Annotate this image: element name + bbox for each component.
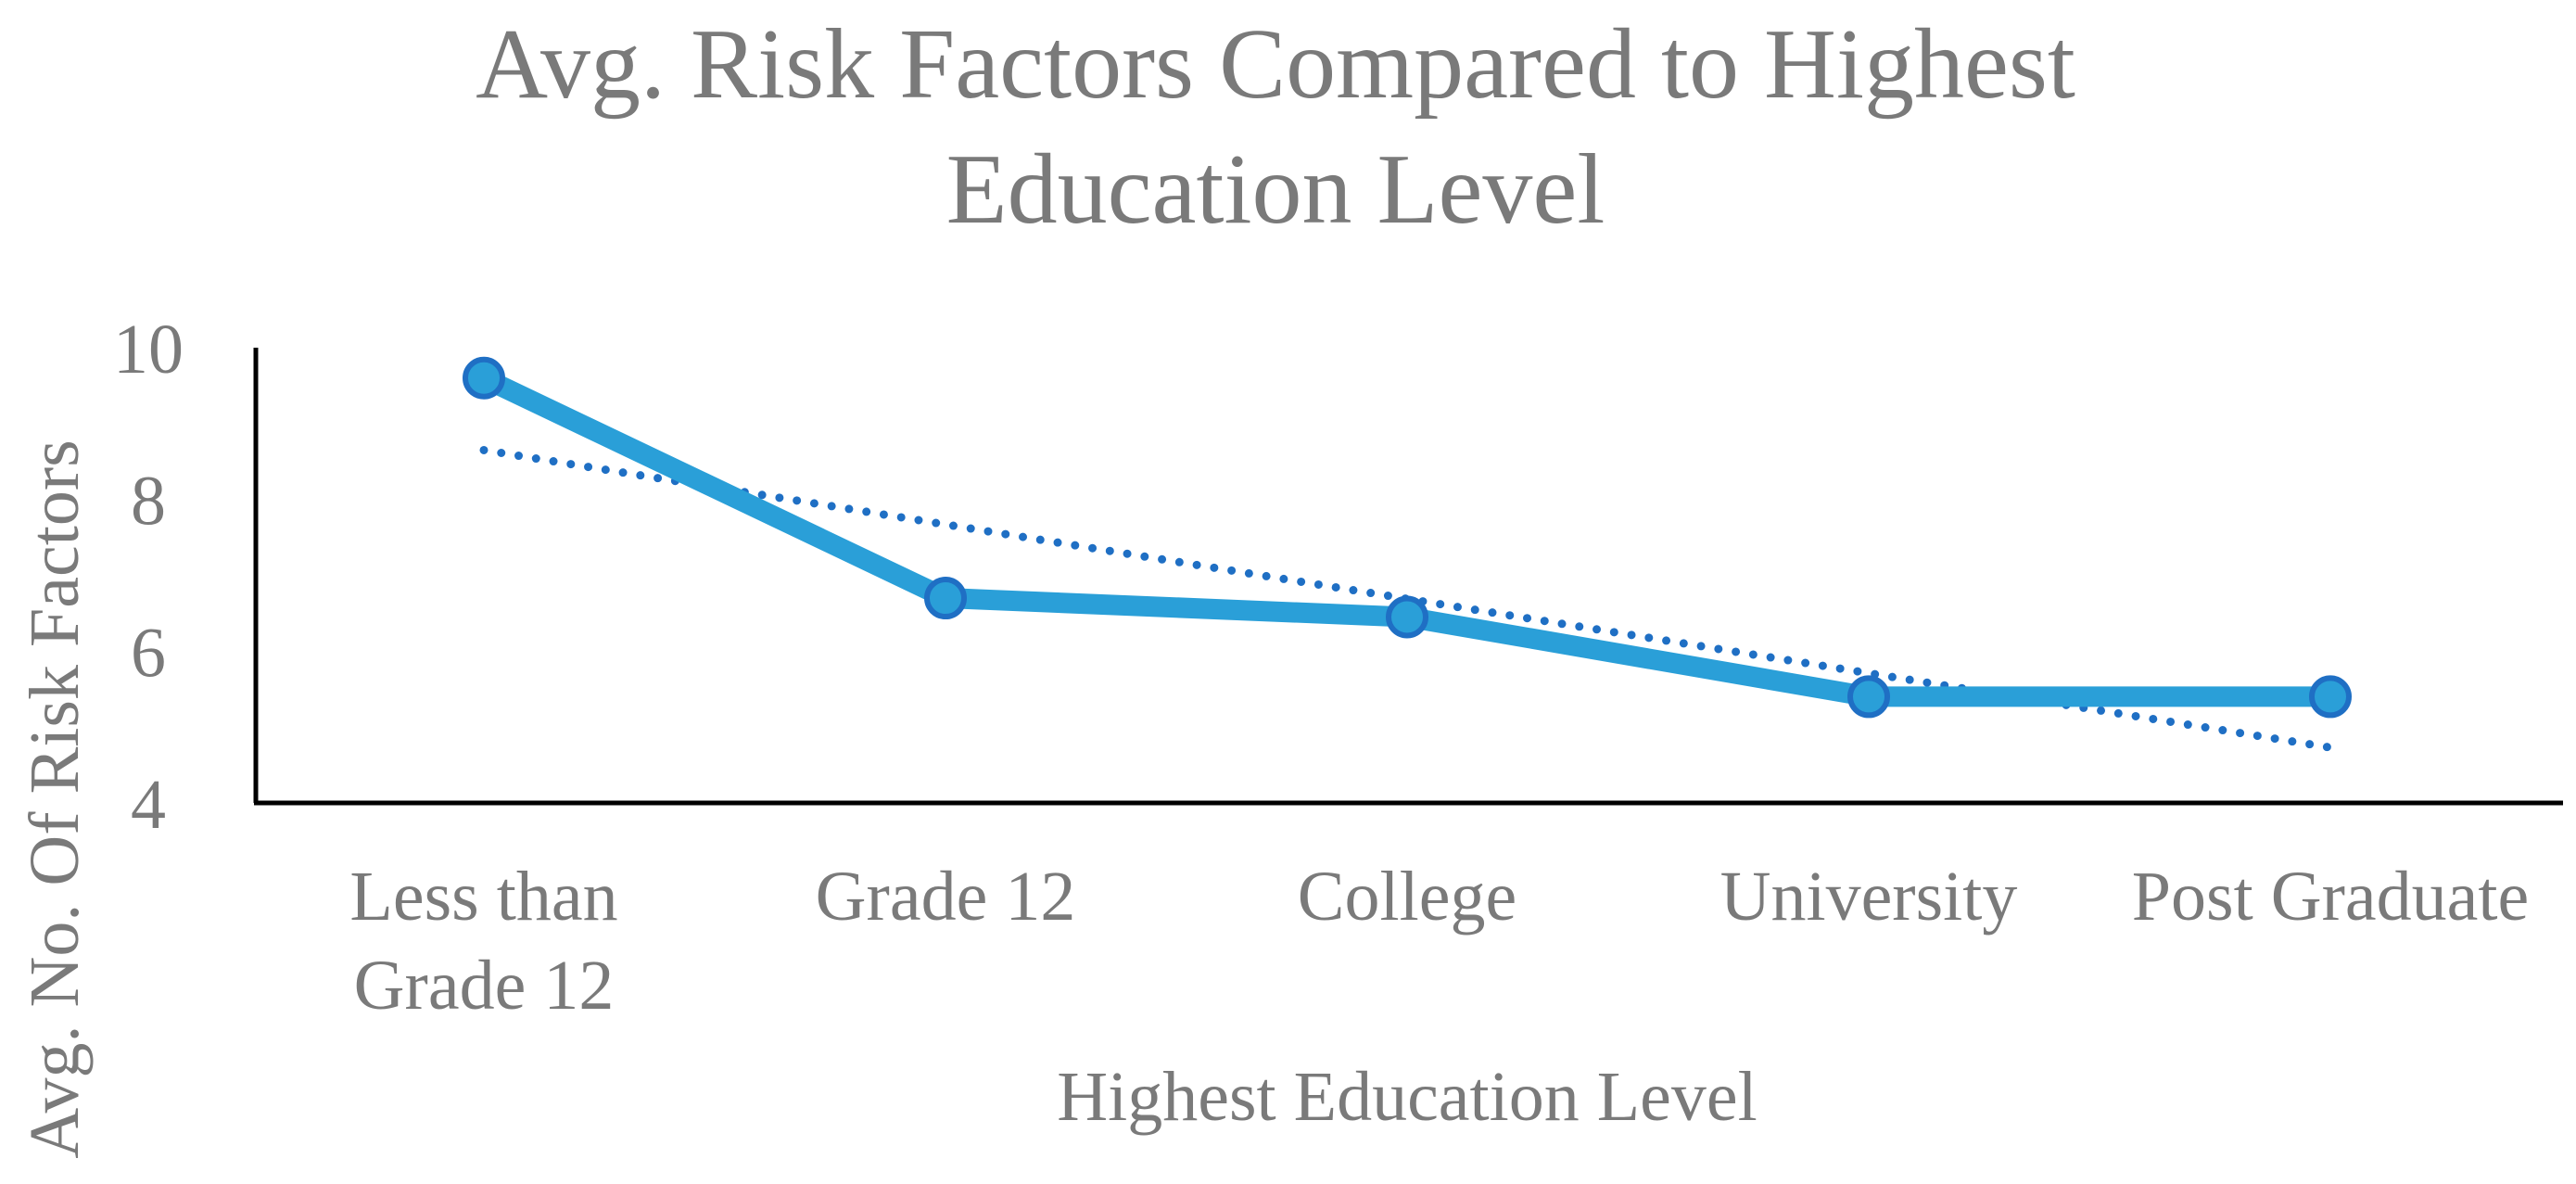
x-tick-label: University [1720, 858, 2018, 936]
x-tick-label: Post Graduate [2132, 858, 2529, 936]
chart-title: Avg. Risk Factors Compared to Highest Edu… [476, 9, 2075, 245]
x-tick-label: Grade 12 [354, 947, 615, 1025]
x-axis-ticks: Less than Grade 12 Grade 12 College Universi… [349, 858, 2529, 1025]
axes [253, 348, 2563, 806]
y-axis-ticks: 4 6 8 10 [113, 311, 184, 844]
x-tick-label: Less than [349, 858, 617, 936]
y-tick-label: 6 [131, 614, 166, 692]
series-line [474, 367, 2341, 707]
axis-titles: Highest Education Level Avg. No. Of Risk … [16, 439, 1758, 1158]
data-point [1386, 595, 1428, 639]
chart-title-line-1: Avg. Risk Factors Compared to Highest [476, 9, 2075, 120]
y-tick-label: 4 [131, 766, 166, 844]
data-point [1847, 675, 1890, 719]
y-tick-label: 8 [131, 463, 166, 541]
data-point [2309, 675, 2352, 719]
data-point [463, 356, 505, 400]
x-tick-label: College [1298, 858, 1516, 936]
y-axis-title: Avg. No. Of Risk Factors [16, 439, 94, 1158]
series-group [463, 356, 2352, 719]
x-tick-label: Grade 12 [816, 858, 1076, 936]
x-axis-title: Highest Education Level [1057, 1058, 1758, 1136]
data-point [924, 577, 967, 620]
y-tick-label: 10 [113, 311, 184, 388]
chart-title-line-2: Education Level [946, 134, 1605, 245]
